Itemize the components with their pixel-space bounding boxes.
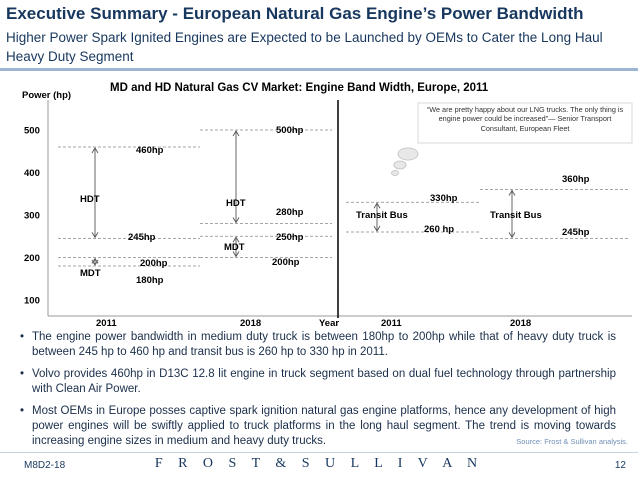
chart-axes: 100 200 300 400 500 2011 2018 2011 2018 — [24, 100, 632, 329]
segment-label: MDT — [224, 242, 245, 253]
range-min-label: 260 hp — [424, 224, 454, 235]
bullet-item: The engine power bandwidth in medium dut… — [20, 330, 616, 360]
footer-divider — [0, 452, 638, 453]
x-tick-label: 2011 — [96, 318, 117, 329]
y-tick-label: 300 — [24, 211, 40, 222]
range-arrow-down — [508, 232, 516, 239]
x-tick-label: 2011 — [381, 318, 402, 329]
x-tick-label: 2018 — [240, 318, 261, 329]
chart-y-axis-label: Power (hp) — [22, 90, 71, 101]
range-max-label: 330hp — [430, 193, 458, 204]
y-tick-label: 200 — [24, 253, 40, 264]
segment-label: HDT — [226, 198, 246, 209]
range-max-label: 250hp — [276, 232, 304, 243]
summary-bullets: The engine power bandwidth in medium dut… — [20, 330, 616, 456]
chart-x-axis-label: Year — [319, 318, 339, 329]
quote-bubble-large — [397, 147, 419, 161]
source-note: Source: Frost & Sullivan analysis. — [516, 437, 628, 446]
segment-label: Transit Bus — [356, 210, 408, 221]
segment-label: Transit Bus — [490, 210, 542, 221]
segment-label: MDT — [80, 268, 101, 279]
y-tick-label: 100 — [24, 296, 40, 307]
range-arrow-up — [232, 236, 240, 243]
range-max-label: 200hp — [140, 258, 168, 269]
page-number: 12 — [614, 460, 626, 471]
range-arrow-down — [232, 251, 240, 258]
quote-bubble-small — [391, 170, 399, 176]
slide-code: M8D2-18 — [24, 460, 66, 471]
y-tick-label: 400 — [24, 168, 40, 179]
range-arrow-up — [373, 202, 381, 209]
bullet-item: Volvo provides 460hp in D13C 12.8 lit en… — [20, 367, 616, 397]
range-max-label: 360hp — [562, 174, 590, 185]
y-tick-label: 500 — [24, 126, 40, 137]
range-min-label: 200hp — [272, 257, 300, 268]
company-logo: F R O S T & S U L L I V A N — [154, 456, 484, 471]
chart-marks: MDT 180hp 200hp HDT 245hp 460hp MDT 200hp 250hp H… — [58, 125, 630, 286]
range-min-label: 180hp — [136, 275, 164, 286]
quote-bubble-medium — [393, 160, 407, 170]
header-divider — [0, 68, 638, 71]
quote-text: “We are pretty happy about our LNG truck… — [426, 105, 624, 133]
range-arrow-up — [91, 147, 99, 154]
range-arrow-up — [232, 130, 240, 137]
quote-callout: “We are pretty happy about our LNG truck… — [391, 102, 633, 176]
engine-bandwidth-chart: 100 200 300 400 500 2011 2018 2011 2018 MDT 180hp… — [22, 82, 633, 329]
range-min-label: 245hp — [128, 232, 156, 243]
range-arrow-down — [91, 259, 99, 266]
range-arrow-down — [232, 217, 240, 224]
range-min-label: 280hp — [276, 207, 304, 218]
x-tick-label: 2018 — [510, 318, 531, 329]
range-min-label: 245hp — [562, 227, 590, 238]
range-arrow-down — [91, 232, 99, 239]
range-max-label: 460hp — [136, 145, 164, 156]
quote-box — [417, 102, 633, 144]
range-max-label: 500hp — [276, 125, 304, 136]
range-arrow-up — [508, 189, 516, 196]
segment-label: HDT — [80, 194, 100, 205]
range-arrow-down — [373, 225, 381, 232]
page-subtitle: Higher Power Spark Ignited Engines are E… — [6, 30, 603, 64]
page-title: Executive Summary - European Natural Gas… — [6, 4, 584, 23]
chart-title: MD and HD Natural Gas CV Market: Engine … — [110, 82, 489, 94]
bullet-item: Most OEMs in Europe posses captive spark… — [20, 404, 616, 449]
